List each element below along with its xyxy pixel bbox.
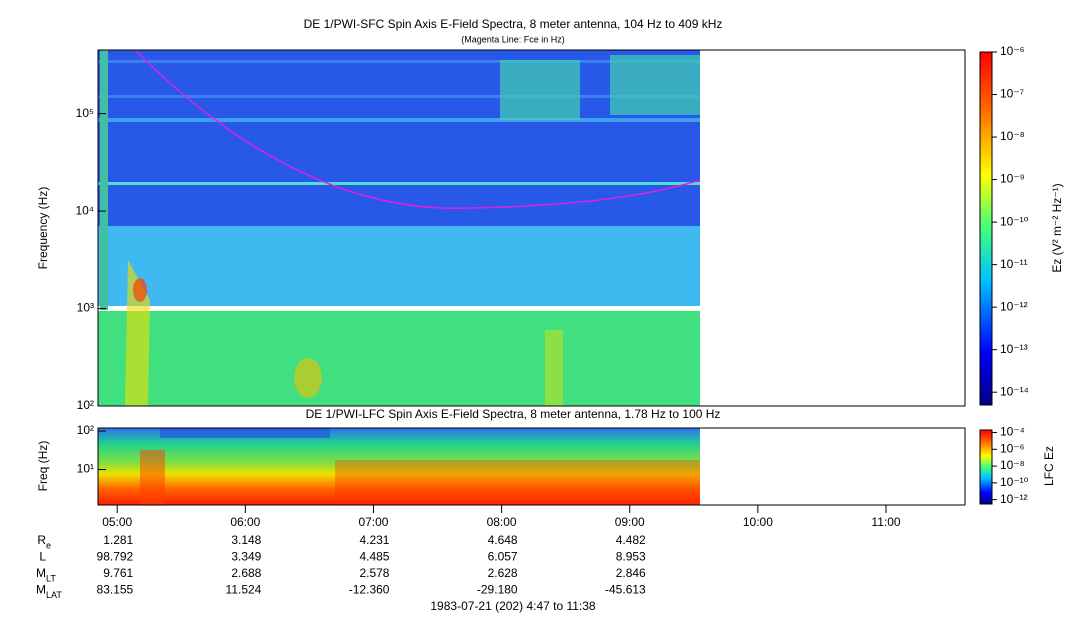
footer: 1983-07-21 (202) 4:47 to 11:38 <box>430 599 596 613</box>
spectrogram-upper <box>98 49 701 406</box>
y-tick-label: 10³ <box>77 301 94 315</box>
ephemeris-value: 2.628 <box>488 566 518 580</box>
y-label: Frequency (Hz) <box>36 187 50 270</box>
frame-lower <box>97 427 966 506</box>
ephemeris-value: 4.482 <box>616 533 646 547</box>
x-tick-label: 11:00 <box>871 515 900 529</box>
ephemeris-label: L <box>39 550 46 564</box>
ephemeris-value: -12.360 <box>349 583 390 597</box>
ephemeris-value: 3.148 <box>231 533 261 547</box>
y-tick-label: 10² <box>77 398 94 412</box>
colorbar-tick-label: 10⁻¹⁰ <box>1000 475 1029 489</box>
subtitle: (Magenta Line: Fce in Hz) <box>461 34 565 44</box>
colorbar-label: Ez (V² m⁻² Hz⁻¹) <box>1050 183 1064 272</box>
ephemeris-value: 83.155 <box>97 583 134 597</box>
colorbar-label: LFC Ez <box>1042 446 1056 486</box>
ephemeris-value: 2.688 <box>231 566 261 580</box>
ephemeris-label: R <box>37 533 46 547</box>
title: DE 1/PWI-LFC Spin Axis E-Field Spectra, … <box>306 407 721 421</box>
ephemeris-value: -29.180 <box>477 583 518 597</box>
ephemeris-value: 4.485 <box>359 550 389 564</box>
colorbar-tick-label: 10⁻⁷ <box>1000 87 1024 101</box>
ephemeris-value: 2.846 <box>616 566 646 580</box>
ephemeris-value: 9.761 <box>103 566 133 580</box>
x-tick-label: 05:00 <box>102 515 132 529</box>
y-tick-label: 10¹ <box>77 462 94 476</box>
colorbar-tick-label: 10⁻¹² <box>1000 492 1028 506</box>
x-tick-label: 07:00 <box>358 515 388 529</box>
ephemeris-value: 4.231 <box>359 533 389 547</box>
colorbar-tick-label: 10⁻⁹ <box>1000 172 1025 186</box>
colorbar-tick-label: 10⁻⁸ <box>1000 458 1025 472</box>
y-tick-label: 10⁵ <box>76 106 94 120</box>
colorbar-tick-label: 10⁻¹² <box>1000 299 1028 313</box>
ephemeris-value: 8.953 <box>616 550 646 564</box>
colorbar-tick-label: 10⁻¹⁴ <box>1000 384 1029 398</box>
colorbar-lower <box>979 429 993 505</box>
title: DE 1/PWI-SFC Spin Axis E-Field Spectra, … <box>304 17 723 31</box>
colorbar-tick-label: 10⁻¹⁰ <box>1000 214 1029 228</box>
colorbar-tick-label: 10⁻⁶ <box>1000 441 1025 455</box>
colorbar-upper <box>979 51 993 406</box>
colorbar-tick-label: 10⁻⁸ <box>1000 129 1025 143</box>
ephemeris-value: 6.057 <box>488 550 518 564</box>
spectrogram-lower <box>98 428 700 505</box>
x-tick-label: 09:00 <box>615 515 645 529</box>
ephemeris-subscript: e <box>46 540 51 550</box>
y-tick-label: 10² <box>77 423 94 437</box>
ephemeris-subscript: LT <box>46 573 56 583</box>
x-tick-label: 10:00 <box>743 515 773 529</box>
x-tick-label: 08:00 <box>487 515 517 529</box>
ephemeris-value: -45.613 <box>605 583 646 597</box>
colorbar-tick-label: 10⁻⁴ <box>1000 425 1025 439</box>
ephemeris-value: 98.792 <box>97 550 134 564</box>
colorbar-tick-label: 10⁻¹³ <box>1000 342 1028 356</box>
y-tick-label: 10⁴ <box>75 203 94 217</box>
ephemeris-value: 4.648 <box>488 533 518 547</box>
ephemeris-label: M <box>36 566 46 580</box>
ephemeris-value: 3.349 <box>231 550 261 564</box>
ephemeris-subscript: LAT <box>46 590 62 600</box>
y-label: Freq (Hz) <box>36 441 50 492</box>
ephemeris-value: 11.524 <box>226 583 262 597</box>
frame-upper <box>97 49 966 407</box>
ephemeris-value: 2.578 <box>359 566 389 580</box>
colorbar-tick-label: 10⁻¹¹ <box>1000 257 1028 271</box>
colorbar-tick-label: 10⁻⁶ <box>1000 44 1025 58</box>
ephemeris-value: 1.281 <box>103 533 133 547</box>
ephemeris-label: M <box>36 583 46 597</box>
x-tick-label: 06:00 <box>230 515 260 529</box>
